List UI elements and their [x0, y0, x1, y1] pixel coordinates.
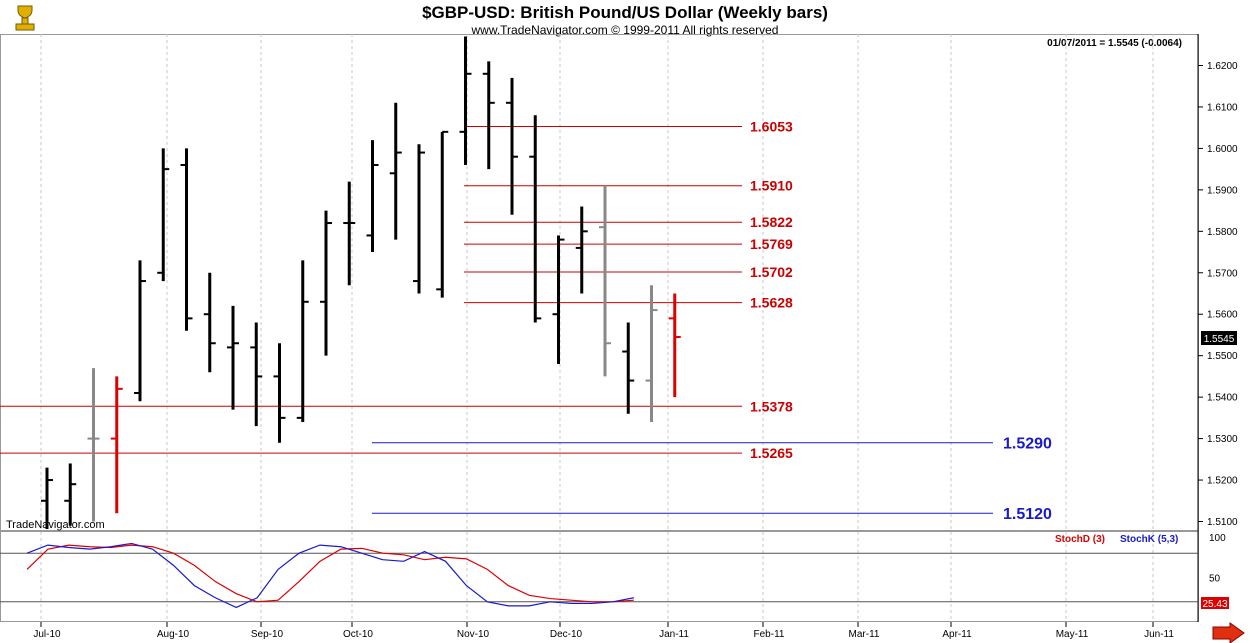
stoch-legend-label: StochK (5,3): [1120, 534, 1178, 545]
y-tick-label: 1.6000: [1207, 144, 1238, 155]
ohlc-bar: [366, 140, 379, 253]
x-tick-label: Sep-10: [251, 629, 284, 640]
y-tick-label: 1.5300: [1207, 434, 1238, 445]
ohlc-bar: [436, 130, 449, 298]
time-axis: Jul-10 Aug-10 Sep-10 Oct-10 Nov-10 Dec-10 Jan-…: [33, 622, 1174, 640]
scroll-right-arrow-icon[interactable]: [1212, 622, 1245, 643]
ohlc-bar: [320, 210, 332, 356]
chart-title: $GBP-USD: British Pound/US Dollar (Weekl…: [422, 3, 828, 22]
x-tick-label: Dec-10: [550, 629, 583, 640]
y-tick-label: 1.5600: [1207, 310, 1238, 321]
last-price-label: 1.5545: [1204, 334, 1235, 345]
level-label-red: 1.5822: [750, 214, 793, 230]
y-tick-label: 1.5700: [1207, 268, 1238, 279]
ohlc-bar: [668, 293, 681, 398]
level-label-red: 1.6053: [750, 118, 793, 134]
last-quote: 01/07/2011 = 1.5545 (-0.0064): [1047, 38, 1182, 49]
ohlc-bar: [389, 102, 402, 240]
stochastic-panel: 100 50 StochD (3) StochK (5,3) 25.43: [0, 533, 1229, 610]
ohlc-bar: [645, 285, 658, 423]
ohlc-bar: [459, 36, 472, 165]
ohlc-bar: [599, 185, 611, 377]
ohlc-bar: [250, 322, 263, 427]
ohlc-bar: [552, 235, 565, 364]
x-tick-label: Nov-10: [457, 629, 490, 640]
x-tick-label: May-11: [1056, 629, 1089, 640]
y-tick-label: 1.5800: [1207, 227, 1238, 238]
ohlc-bar: [529, 115, 542, 323]
ohlc-bar: [622, 322, 635, 414]
ohlc-bar: [482, 61, 495, 170]
ohlc-bar: [296, 260, 309, 423]
y-tick-label: 1.5900: [1207, 185, 1238, 196]
stoch-series-line: [26, 542, 634, 609]
y-tick-label: 1.6100: [1207, 102, 1238, 113]
grid-lines: [40, 34, 1154, 622]
y-tick-label: 1.5200: [1207, 476, 1238, 487]
x-tick-label: Jun-11: [1144, 629, 1174, 640]
x-tick-label: Aug-10: [157, 629, 190, 640]
y-tick-label: 1.5500: [1207, 351, 1238, 362]
stoch-panel-frame: [0, 531, 1199, 622]
ohlc-bar: [157, 148, 170, 282]
y-tick-label: 1.5100: [1207, 517, 1238, 528]
ohlc-bar: [87, 368, 100, 522]
ohlc-bar: [203, 272, 216, 373]
level-label-red: 1.5910: [750, 178, 793, 194]
stoch-legend-label: StochD (3): [1055, 534, 1105, 545]
ohlc-bar: [41, 467, 53, 529]
ohlc-bar: [506, 77, 518, 215]
x-tick-label: Feb-11: [754, 629, 785, 640]
level-label-red: 1.5378: [750, 398, 793, 414]
ohlc-bar: [134, 260, 146, 402]
watermark: TradeNavigator.com: [6, 519, 105, 531]
level-label-red: 1.5702: [750, 264, 793, 280]
support-resistance-levels: 1.6053 1.5910 1.5822 1.5769 1.5702 1.5628 1.53…: [0, 118, 1052, 523]
price-bars: [41, 36, 681, 529]
x-tick-label: Jan-11: [659, 629, 689, 640]
level-label-red: 1.5769: [750, 236, 793, 252]
y-tick-label: 1.6200: [1207, 61, 1238, 72]
ohlc-bar: [227, 305, 239, 410]
y-tick-label: 1.5400: [1207, 393, 1238, 404]
level-label-blue: 1.5120: [1003, 506, 1052, 523]
last-price-box: [1201, 331, 1237, 345]
logo-trophy-icon: [15, 5, 35, 31]
stoch-y-tick: 50: [1209, 574, 1221, 585]
ohlc-bar: [180, 148, 193, 331]
ohlc-bar: [110, 376, 123, 514]
level-label-blue: 1.5290: [1003, 436, 1052, 453]
ohlc-bar: [273, 343, 286, 443]
copyright-text: www.TradeNavigator.com © 1999-2011 All r…: [471, 23, 779, 37]
x-tick-label: Jul-10: [33, 629, 61, 640]
ohlc-bar: [343, 181, 356, 286]
ohlc-bar: [575, 206, 588, 294]
x-tick-label: Oct-10: [343, 629, 373, 640]
price-panel-frame: [0, 34, 1199, 531]
price-axis: 1.5100 1.5200 1.5300 1.5400 1.5500 1.5600 1.57…: [1198, 61, 1238, 528]
x-tick-label: Apr-11: [942, 629, 972, 640]
ohlc-bar: [64, 463, 77, 526]
level-label-red: 1.5628: [750, 295, 793, 311]
level-label-red: 1.5265: [750, 445, 793, 461]
stoch-last-label: 25.43: [1202, 599, 1227, 610]
x-tick-label: Mar-11: [849, 629, 880, 640]
stoch-y-tick: 100: [1209, 533, 1226, 544]
stoch-last-box: [1201, 597, 1229, 609]
ohlc-bar: [413, 144, 425, 294]
stoch-series-line: [26, 544, 634, 603]
